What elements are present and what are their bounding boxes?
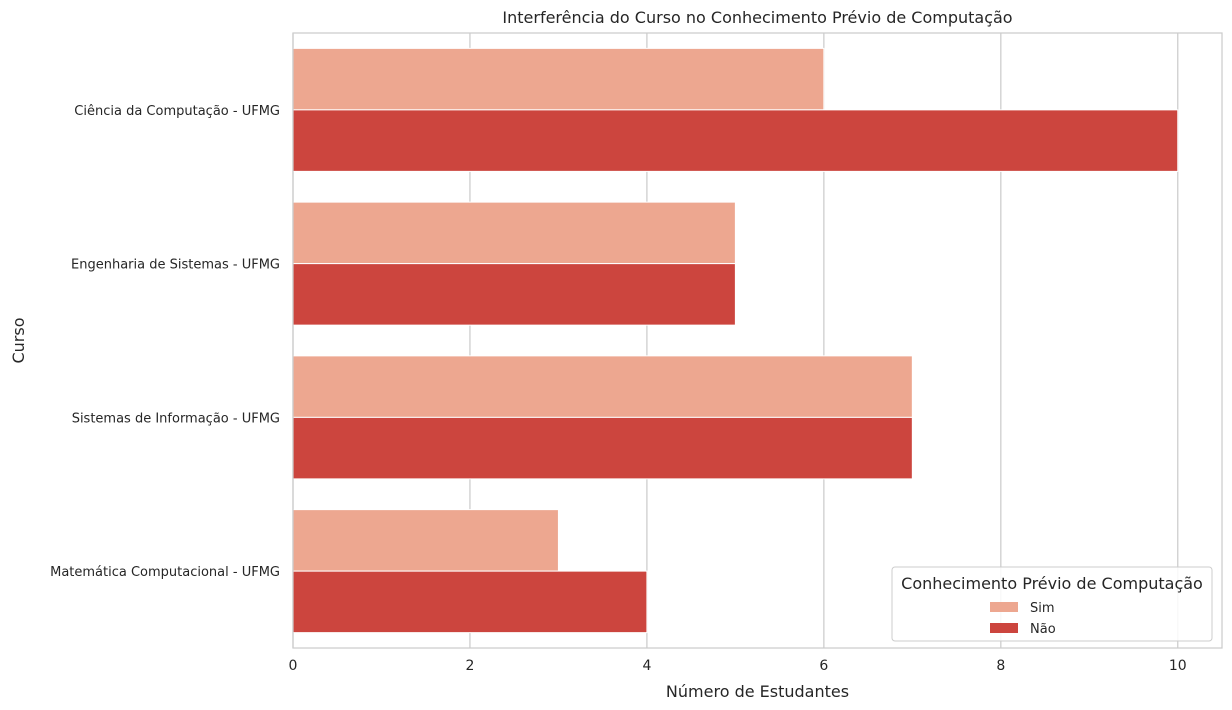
y-category-label: Engenharia de Sistemas - UFMG [71,258,280,273]
x-tick-label: 6 [819,658,828,674]
bar-sim-0 [292,47,825,111]
y-axis-title: Curso [9,317,28,363]
bar-n-o-2 [292,416,913,480]
x-tick-label: 10 [1169,658,1187,674]
bar-sim-1 [292,201,736,265]
legend: Conhecimento Prévio de Computação Sim Não [891,566,1213,642]
y-category-labels: Ciência da Computação - UFMG Engenharia d… [50,104,280,580]
bar-n-o-1 [292,263,736,326]
y-category-label: Sistemas de Informação - UFMG [72,411,280,426]
x-tick-label: 4 [642,658,651,674]
y-category-label: Ciência da Computação - UFMG [74,104,280,119]
bar-n-o-0 [292,109,1179,172]
chart-title: Interferência do Curso no Conhecimento P… [502,8,1012,27]
bar-sim-3 [292,509,559,572]
x-axis-title: Número de Estudantes [666,682,849,701]
x-tick-labels: 0 2 4 6 8 10 [289,658,1187,674]
bars-layer [292,47,1179,634]
x-tick-label: 0 [289,658,298,674]
legend-box [891,566,1213,642]
bar-sim-2 [292,355,913,418]
legend-items: Sim Não [990,601,1056,637]
y-category-label: Matemática Computacional - UFMG [50,565,280,580]
legend-label: Não [1030,622,1056,637]
legend-swatch-sim [990,602,1018,612]
plot-frame [292,32,1223,649]
legend-swatch-n-o [990,623,1018,633]
legend-title: Conhecimento Prévio de Computação [901,574,1203,593]
bar-n-o-3 [292,570,648,634]
x-tick-label: 8 [996,658,1005,674]
x-tick-label: 2 [465,658,474,674]
legend-label: Sim [1030,601,1055,616]
